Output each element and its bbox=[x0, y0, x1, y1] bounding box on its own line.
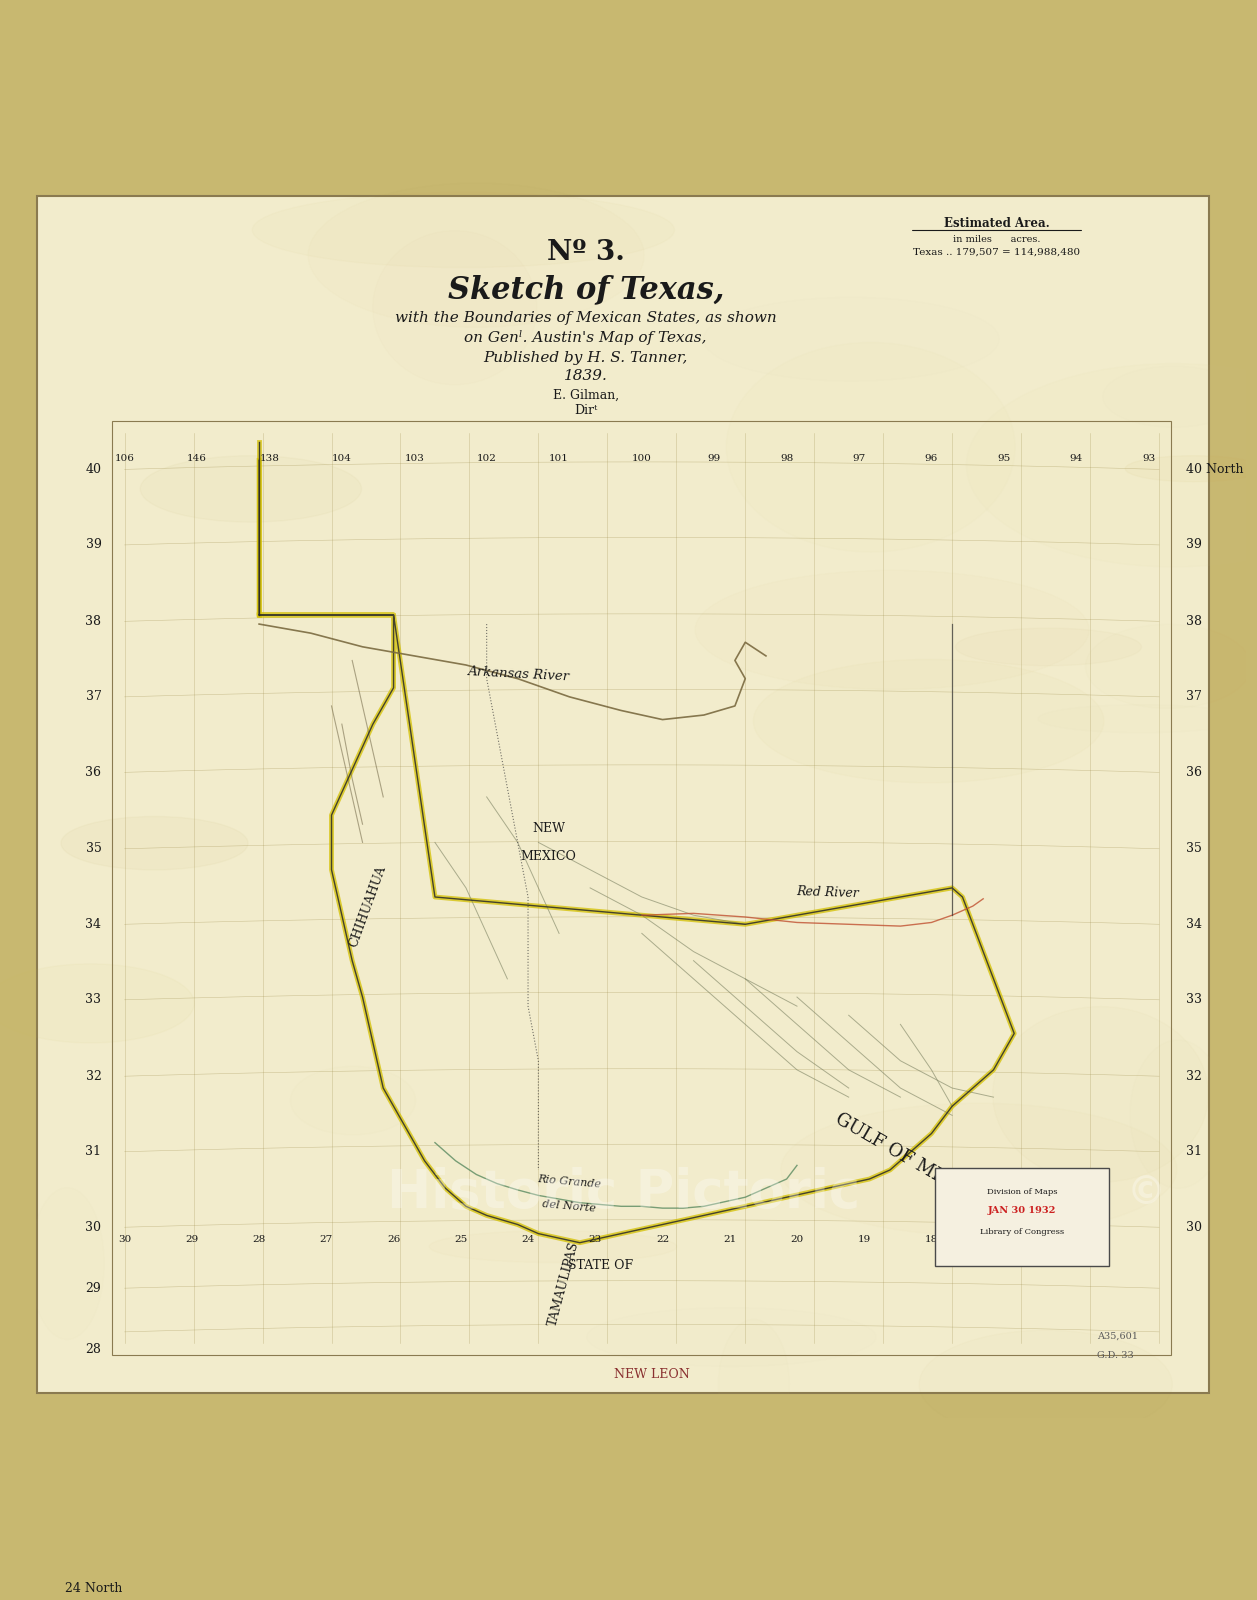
Text: 28: 28 bbox=[85, 1342, 102, 1355]
Text: on Genˡ. Austin's Map of Texas,: on Genˡ. Austin's Map of Texas, bbox=[465, 330, 706, 344]
Text: 102: 102 bbox=[476, 454, 497, 462]
Text: 30: 30 bbox=[85, 1221, 102, 1234]
Text: 27: 27 bbox=[319, 1235, 333, 1243]
Text: 40 North: 40 North bbox=[1187, 462, 1244, 475]
Text: del Norte: del Norte bbox=[542, 1198, 597, 1214]
Text: 98: 98 bbox=[781, 454, 793, 462]
Text: 40: 40 bbox=[85, 462, 102, 475]
Text: 20: 20 bbox=[791, 1235, 803, 1243]
Text: 29: 29 bbox=[85, 1282, 102, 1294]
Text: with the Boundaries of Mexican States, as shown: with the Boundaries of Mexican States, a… bbox=[395, 312, 777, 325]
Text: 138: 138 bbox=[259, 454, 279, 462]
Text: 100: 100 bbox=[632, 454, 652, 462]
Text: 34: 34 bbox=[1187, 918, 1203, 931]
Text: 35: 35 bbox=[1187, 842, 1202, 856]
Text: ©: © bbox=[1128, 1174, 1166, 1213]
Text: Published by H. S. Tanner,: Published by H. S. Tanner, bbox=[484, 352, 688, 365]
Text: Estimated Area.: Estimated Area. bbox=[944, 218, 1050, 230]
Text: Red River: Red River bbox=[797, 885, 860, 901]
Text: Arkansas River: Arkansas River bbox=[466, 666, 569, 683]
Text: 23: 23 bbox=[588, 1235, 602, 1243]
Text: 101: 101 bbox=[549, 454, 569, 462]
Text: 29: 29 bbox=[185, 1235, 199, 1243]
Text: 24 North: 24 North bbox=[65, 1582, 122, 1595]
Text: Sketch of Texas,: Sketch of Texas, bbox=[447, 274, 724, 306]
Text: 33: 33 bbox=[85, 994, 102, 1006]
Text: 32: 32 bbox=[85, 1070, 102, 1083]
Text: Rio Grande: Rio Grande bbox=[537, 1174, 602, 1190]
Text: 38: 38 bbox=[1187, 614, 1203, 627]
Text: JAN 30 1932: JAN 30 1932 bbox=[988, 1206, 1056, 1214]
Text: 94: 94 bbox=[1070, 454, 1082, 462]
Text: TAMAULIPAS: TAMAULIPAS bbox=[547, 1240, 582, 1328]
Text: 34: 34 bbox=[85, 918, 102, 931]
Text: 36: 36 bbox=[85, 766, 102, 779]
Text: 19: 19 bbox=[857, 1235, 871, 1243]
Text: E. Gilman,: E. Gilman, bbox=[553, 389, 618, 402]
Text: Division of Maps: Division of Maps bbox=[987, 1187, 1057, 1195]
Text: 38: 38 bbox=[85, 614, 102, 627]
Text: 28: 28 bbox=[253, 1235, 265, 1243]
Text: 39: 39 bbox=[85, 539, 102, 552]
Text: 93: 93 bbox=[1143, 454, 1155, 462]
Text: CHIHUAHUA: CHIHUAHUA bbox=[347, 864, 388, 949]
Text: 37: 37 bbox=[85, 690, 102, 704]
Text: GULF OF MEXICO: GULF OF MEXICO bbox=[832, 1110, 991, 1211]
Text: 32: 32 bbox=[1187, 1070, 1202, 1083]
Text: MEXICO: MEXICO bbox=[520, 850, 577, 862]
Text: Dirᵗ: Dirᵗ bbox=[574, 405, 597, 418]
Text: 17: 17 bbox=[992, 1235, 1006, 1243]
Text: 26: 26 bbox=[387, 1235, 400, 1243]
Text: in miles      acres.: in miles acres. bbox=[953, 235, 1041, 245]
Text: 36: 36 bbox=[1187, 766, 1203, 779]
Text: 37: 37 bbox=[1187, 690, 1202, 704]
Text: NEW: NEW bbox=[532, 822, 566, 835]
Text: 24: 24 bbox=[522, 1235, 534, 1243]
Text: 95: 95 bbox=[997, 454, 1011, 462]
Text: A35,601: A35,601 bbox=[1096, 1333, 1138, 1341]
Text: 39: 39 bbox=[1187, 539, 1202, 552]
Text: 103: 103 bbox=[405, 454, 424, 462]
Text: 96: 96 bbox=[925, 454, 938, 462]
Text: Texas .. 179,507 = 114,988,480: Texas .. 179,507 = 114,988,480 bbox=[914, 248, 1081, 258]
Text: 30: 30 bbox=[1187, 1221, 1203, 1234]
Text: 18: 18 bbox=[925, 1235, 938, 1243]
Text: 33: 33 bbox=[1187, 994, 1203, 1006]
Text: 146: 146 bbox=[187, 454, 207, 462]
Text: G.D. 33: G.D. 33 bbox=[1096, 1350, 1134, 1360]
Text: 31: 31 bbox=[1187, 1146, 1203, 1158]
Text: Library of Congress: Library of Congress bbox=[980, 1227, 1063, 1235]
Text: 35: 35 bbox=[85, 842, 102, 856]
Text: 30: 30 bbox=[118, 1235, 131, 1243]
Text: 1839.: 1839. bbox=[564, 368, 607, 382]
Text: Nº 3.: Nº 3. bbox=[547, 238, 625, 266]
Text: 21: 21 bbox=[723, 1235, 737, 1243]
Text: STATE OF: STATE OF bbox=[568, 1259, 634, 1272]
FancyBboxPatch shape bbox=[38, 197, 1209, 1392]
Text: 106: 106 bbox=[114, 454, 134, 462]
Text: 25: 25 bbox=[454, 1235, 468, 1243]
Text: 97: 97 bbox=[852, 454, 866, 462]
Text: 31: 31 bbox=[85, 1146, 102, 1158]
Text: 22: 22 bbox=[656, 1235, 669, 1243]
Text: 104: 104 bbox=[332, 454, 352, 462]
Text: Historic Pictoric: Historic Pictoric bbox=[387, 1168, 860, 1219]
FancyBboxPatch shape bbox=[935, 1168, 1109, 1266]
Text: NEW LEON: NEW LEON bbox=[615, 1368, 690, 1381]
Text: 99: 99 bbox=[708, 454, 720, 462]
